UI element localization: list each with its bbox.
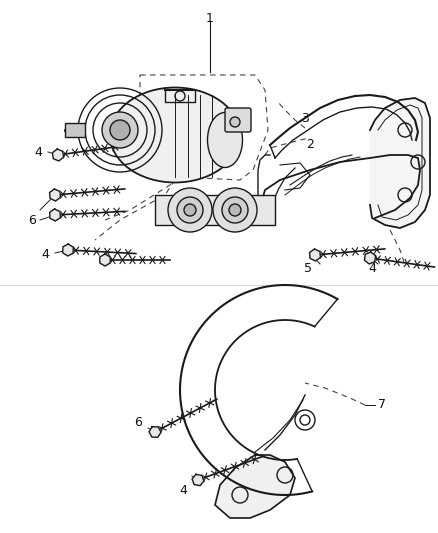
Circle shape	[213, 188, 257, 232]
Text: 6: 6	[28, 214, 36, 227]
Polygon shape	[215, 455, 295, 518]
Polygon shape	[149, 427, 161, 437]
Circle shape	[230, 117, 240, 127]
Text: 4: 4	[368, 262, 376, 274]
Text: 4: 4	[41, 248, 49, 262]
Circle shape	[229, 204, 241, 216]
Polygon shape	[364, 252, 375, 264]
Circle shape	[177, 197, 203, 223]
Text: 3: 3	[301, 111, 309, 125]
Ellipse shape	[208, 112, 243, 167]
Text: 4: 4	[179, 483, 187, 497]
Circle shape	[184, 204, 196, 216]
Polygon shape	[310, 249, 321, 261]
Ellipse shape	[110, 87, 240, 182]
Text: 4: 4	[34, 146, 42, 158]
Polygon shape	[370, 98, 430, 228]
Text: 7: 7	[378, 399, 386, 411]
Text: 1: 1	[206, 12, 214, 25]
Circle shape	[168, 188, 212, 232]
Circle shape	[110, 120, 130, 140]
Circle shape	[222, 197, 248, 223]
Polygon shape	[63, 244, 73, 256]
Text: 5: 5	[304, 262, 312, 274]
Text: 6: 6	[134, 416, 142, 429]
Bar	[155, 195, 275, 225]
Bar	[65, 123, 85, 137]
Polygon shape	[49, 189, 60, 201]
Text: 2: 2	[306, 139, 314, 151]
Polygon shape	[100, 254, 110, 266]
Circle shape	[102, 112, 138, 148]
Polygon shape	[49, 209, 60, 221]
Polygon shape	[192, 474, 204, 486]
Polygon shape	[53, 149, 64, 161]
FancyBboxPatch shape	[225, 108, 251, 132]
